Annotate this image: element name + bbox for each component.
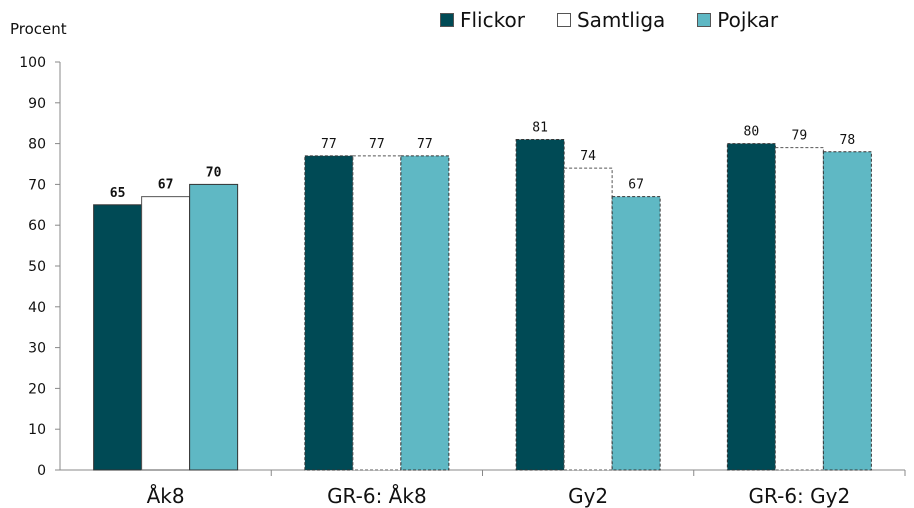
bar xyxy=(564,168,612,470)
y-tick-label: 80 xyxy=(28,137,46,153)
y-tick-label: 90 xyxy=(28,96,46,112)
data-label: 65 xyxy=(110,186,126,201)
bar xyxy=(305,156,353,470)
data-label: 78 xyxy=(840,133,856,148)
x-tick-label: Gy2 xyxy=(568,484,608,508)
data-label: 67 xyxy=(158,178,174,193)
y-tick-label: 100 xyxy=(19,55,46,71)
data-label: 77 xyxy=(369,137,385,152)
data-label: 77 xyxy=(417,137,433,152)
x-tick-label: GR-6: Gy2 xyxy=(749,484,851,508)
x-tick-label: GR-6: Åk8 xyxy=(327,484,427,508)
data-label: 70 xyxy=(206,165,222,180)
data-label: 74 xyxy=(580,149,596,164)
bar xyxy=(823,152,871,470)
data-label: 67 xyxy=(628,178,644,193)
data-label: 77 xyxy=(321,137,337,152)
x-tick-label: Åk8 xyxy=(147,484,185,508)
bar xyxy=(94,205,142,470)
bar xyxy=(142,197,190,470)
data-label: 80 xyxy=(744,125,760,140)
bar xyxy=(775,148,823,470)
bar xyxy=(353,156,401,470)
y-tick-label: 40 xyxy=(28,300,46,316)
y-tick-label: 70 xyxy=(28,177,46,193)
y-tick-label: 0 xyxy=(37,463,46,479)
y-tick-label: 60 xyxy=(28,218,46,234)
y-tick-label: 20 xyxy=(28,381,46,397)
bar xyxy=(190,184,238,470)
y-tick-label: 30 xyxy=(28,341,46,357)
bar xyxy=(727,144,775,470)
bar xyxy=(401,156,449,470)
data-label: 81 xyxy=(532,121,548,136)
y-tick-label: 50 xyxy=(28,259,46,275)
bar xyxy=(612,197,660,470)
data-label: 79 xyxy=(792,129,808,144)
bar xyxy=(516,140,564,470)
y-tick-label: 10 xyxy=(28,422,46,438)
